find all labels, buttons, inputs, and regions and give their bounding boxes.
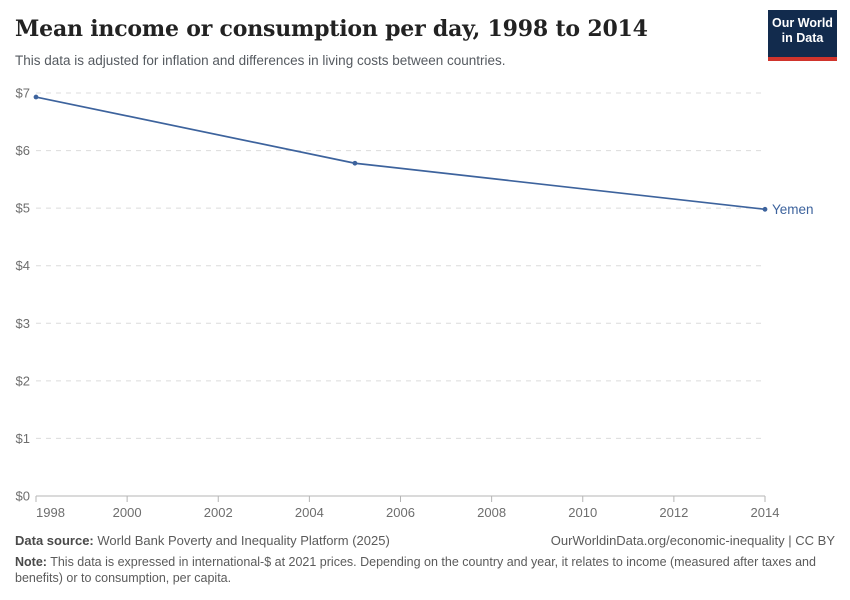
data-source-line: Data source: World Bank Poverty and Ineq… [15, 532, 390, 549]
data-point-marker[interactable] [762, 206, 768, 212]
y-tick-label: $2 [16, 373, 30, 388]
x-tick-label: 2000 [113, 505, 142, 520]
x-tick-label: 2010 [568, 505, 597, 520]
y-tick-label: $3 [16, 316, 30, 331]
owid-logo-accent-bar [768, 57, 837, 61]
x-tick-label: 2002 [204, 505, 233, 520]
y-tick-label: $7 [16, 86, 30, 101]
attribution-link[interactable]: OurWorldinData.org/economic-inequality |… [550, 533, 835, 548]
x-tick-label: 2006 [386, 505, 415, 520]
x-tick-label: 2008 [477, 505, 506, 520]
x-tick-label: 2004 [295, 505, 324, 520]
y-tick-label: $0 [16, 489, 30, 504]
y-tick-label: $4 [16, 258, 30, 273]
owid-logo-line1: Our World [772, 16, 833, 30]
data-line[interactable] [35, 96, 766, 211]
data-source-value: World Bank Poverty and Inequality Platfo… [97, 533, 390, 548]
y-tick-label: $6 [16, 143, 30, 158]
owid-logo-line2: in Data [781, 31, 824, 45]
x-tick-label: 2012 [659, 505, 688, 520]
chart-footer: Data source: World Bank Poverty and Ineq… [15, 532, 835, 586]
page-title: Mean income or consumption per day, 1998… [15, 16, 648, 42]
data-point-marker[interactable] [33, 94, 39, 100]
series-end-label[interactable]: Yemen [772, 202, 814, 217]
data-point-marker[interactable] [352, 160, 358, 166]
y-tick-label: $1 [16, 431, 30, 446]
owid-logo: Our World in Data [768, 10, 837, 61]
x-tick-label: 2014 [751, 505, 780, 520]
data-source-label: Data source: [15, 533, 94, 548]
x-tick-label: 1998 [36, 505, 65, 520]
note-label: Note: [15, 555, 47, 569]
y-tick-label: $5 [16, 201, 30, 216]
note-value: This data is expressed in international-… [15, 555, 816, 585]
chart-subtitle: This data is adjusted for inflation and … [15, 53, 506, 68]
